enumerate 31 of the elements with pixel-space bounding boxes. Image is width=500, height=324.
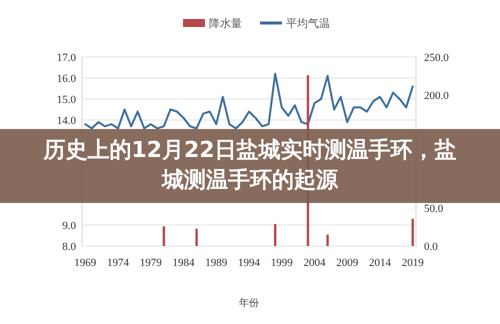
picture-title-banner: 历史上的12月22日盐城实时测温手环，盐城测温手环的起源 [0,129,500,203]
bar [195,228,198,246]
bar [326,234,329,246]
x-tick-label: 1989 [205,257,228,269]
text: 历史上的12月22日盐城实时测温手环，盐城测温手环的起源 [42,137,458,195]
bar [162,226,166,246]
y-tick-label: 14.0 [56,115,76,127]
y-tick-label: 8.0 [62,241,76,253]
x-tick-label: 1994 [238,257,260,269]
x-tick-label: 1969 [74,257,97,269]
x-tick-label: 2014 [368,257,392,269]
y2-tick-label: 0.0 [424,241,438,253]
y-tick-label: 16.0 [56,73,76,85]
x-tick-label: 1979 [140,257,162,269]
y-tick-label: 9.0 [62,220,76,232]
x-axis-title: 年份 [239,297,259,309]
x-tick-label: 2019 [402,257,424,269]
x-tick-label: 2004 [303,257,326,269]
y2-tick-label: 50.0 [424,203,444,216]
x-tick-label: 1974 [107,257,130,269]
bar [412,218,414,246]
legend-label: 平均气温 [286,17,330,30]
x-tick-label: 1999 [270,257,294,269]
x-tick-label: 2009 [336,257,359,269]
x-tick-label: 1984 [172,257,196,269]
y-tick-label: 15.0 [56,94,76,106]
y2-tick-label: 200.0 [424,90,450,102]
bar [274,224,276,246]
legend-label: 降水量 [209,17,242,30]
y-tick-label: 17.0 [56,52,76,64]
y2-tick-label: 250.0 [424,52,450,64]
